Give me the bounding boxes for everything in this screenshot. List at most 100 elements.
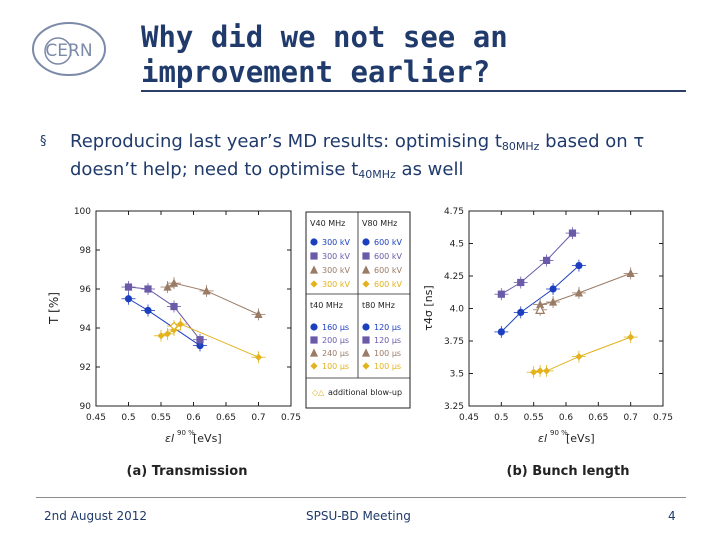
chart-b-xtick-label: 0.75	[653, 413, 673, 423]
legend-marker-t40-1	[310, 336, 318, 344]
chart-b-ylabel: τ4σ [ns]	[422, 285, 435, 330]
chart-b-point-2	[626, 268, 635, 277]
chart-a-point-2	[163, 282, 172, 291]
chart-b-xtick-label: 0.55	[524, 413, 544, 423]
chart-b-series-line-0	[500, 265, 580, 333]
sub-40mhz: 40MHz	[358, 168, 396, 181]
legend-label-t80: 120 μs	[374, 323, 401, 332]
legend-label-t40: 240 μs	[322, 349, 349, 358]
chart-a-point-1	[196, 336, 204, 344]
chart-a-xtick-label: 0.7	[251, 413, 265, 423]
legend-label-v80: 600 kV	[374, 238, 402, 247]
chart-a-ytick-label: 92	[80, 363, 91, 373]
chart-a-point-4	[169, 321, 179, 331]
chart-b-xtick-label: 0.6	[559, 413, 574, 423]
legend-header-t80: t80 MHz	[362, 301, 395, 310]
chart-legend: V40 MHz V80 MHz t40 MHz t80 MHz 300 kV 30…	[305, 211, 411, 409]
chart-a-point-0	[124, 295, 133, 303]
legend-marker-v80-1	[362, 252, 370, 260]
legend-marker-t40-0	[310, 323, 318, 331]
legend-label-t40: 200 μs	[322, 336, 349, 345]
chart-a-xtick-label: 0.45	[86, 413, 106, 423]
chart-b-point-0	[549, 285, 557, 293]
chart-b-xtick-label: 0.5	[494, 413, 508, 423]
chart-b-xtick-label: 0.7	[624, 413, 638, 423]
chart-a-point-3	[254, 353, 263, 361]
chart-b-point-2	[548, 297, 558, 306]
chart-a-xlabel-sup: 90 %	[177, 429, 195, 437]
chart-a-ytick-label: 100	[74, 207, 91, 217]
chart-a-point-3	[163, 330, 172, 338]
legend-marker-v80-2	[361, 265, 371, 274]
chart-a-point-2	[202, 286, 211, 295]
chart-b-ytick-label: 4.0	[450, 305, 465, 315]
chart-a-point-1	[170, 302, 178, 311]
chart-a-point-3	[157, 332, 165, 340]
chart-a-xlabel: εl	[165, 432, 174, 445]
chart-b-labels: τ4σ [ns] εl 90 % [eVs] (b) Bunch length	[422, 285, 629, 479]
chart-b-ytick-label: 3.75	[444, 337, 464, 347]
legend-marker-t80-3	[362, 362, 370, 370]
chart-b-point-1	[497, 290, 505, 298]
chart-a-series-line-1	[128, 286, 201, 341]
footer-meeting: SPSU-BD Meeting	[306, 509, 411, 523]
legend-label-v40: 300 kV	[322, 266, 350, 275]
chart-b-xtick-label: 0.45	[459, 413, 479, 423]
legend-extra-label: additional blow-up	[328, 388, 402, 397]
chart-a-plot: 0.45 0.5 0.55 0.6 0.65 0.7 0.75 90 92 94 96 98 100	[74, 207, 301, 423]
chart-b-plot: 0.45 0.5 0.55 0.6 0.65 0.7 0.75 3.25 3.5 3.75 4.0 4…	[444, 207, 673, 423]
chart-b-point-1	[543, 256, 551, 264]
chart-a-point-1	[124, 283, 133, 291]
chart-a-ytick-label: 98	[80, 246, 92, 256]
legend-marker-v40-0	[310, 238, 318, 246]
chart-a-point-2	[254, 309, 263, 318]
chart-b-series-line-3	[533, 336, 631, 373]
chart-b-point-0	[575, 262, 583, 270]
chart-b-point-0	[517, 308, 525, 316]
chart-b-ytick-label: 3.25	[444, 402, 464, 412]
legend-marker-v40-3	[310, 280, 318, 288]
chart-b-point-3	[575, 353, 583, 361]
legend-label-v40: 300 kV	[322, 280, 350, 289]
chart-b-point-4	[535, 303, 546, 314]
chart-a-ytick-label: 94	[80, 324, 92, 334]
chart-a-xtick-label: 0.6	[186, 413, 201, 423]
chart-a-ytick-label: 96	[80, 285, 92, 295]
legend-label-v80: 600 kV	[374, 252, 402, 261]
sub-80mhz: 80MHz	[501, 140, 540, 153]
legend-extra-marker: ◇△	[312, 388, 325, 397]
legend-label-t40: 100 μs	[322, 362, 349, 371]
logo-text: CERN	[45, 41, 92, 61]
legend-label-t80: 120 μs	[374, 336, 401, 345]
chart-a-xlabel-unit: [eVs]	[193, 432, 222, 445]
chart-a-xtick-label: 0.75	[281, 413, 301, 423]
chart-b-xlabel: εl	[538, 432, 547, 445]
cern-logo: CERN	[32, 22, 106, 76]
chart-a-frame	[95, 210, 292, 407]
chart-a-xtick-label: 0.5	[121, 413, 135, 423]
footer-date: 2nd August 2012	[44, 509, 148, 523]
footer-page-number: 4	[668, 509, 676, 523]
title-underline	[141, 90, 686, 92]
legend-marker-v40-1	[310, 252, 318, 260]
bullet-glyph: §	[40, 134, 47, 149]
legend-marker-v80-0	[362, 238, 370, 246]
chart-b-point-3	[543, 367, 551, 375]
chart-b-ytick-label: 4.5	[450, 240, 464, 250]
chart-a-point-1	[144, 285, 152, 293]
chart-b-series-line-1	[501, 232, 573, 295]
chart-a-point-0	[144, 306, 152, 315]
chart-a-ytick-label: 90	[80, 402, 92, 412]
chart-a-labels: T [%] εl 90 % [eVs] (a) Transmission	[47, 292, 247, 479]
chart-b-title: (b) Bunch length	[507, 464, 630, 479]
legend-label-v80: 600 kV	[374, 280, 402, 289]
legend-header-v40: V40 MHz	[310, 219, 345, 228]
legend-marker-t80-2	[361, 348, 371, 357]
legend-marker-v40-2	[309, 265, 319, 274]
legend-header-t40: t40 MHz	[310, 301, 343, 310]
chart-a-series-line-2	[167, 282, 259, 315]
legend-marker-t80-1	[362, 336, 370, 344]
chart-b-point-1	[568, 229, 577, 237]
chart-a-point-2	[169, 278, 179, 287]
chart-b-xlabel-unit: [eVs]	[566, 432, 595, 445]
